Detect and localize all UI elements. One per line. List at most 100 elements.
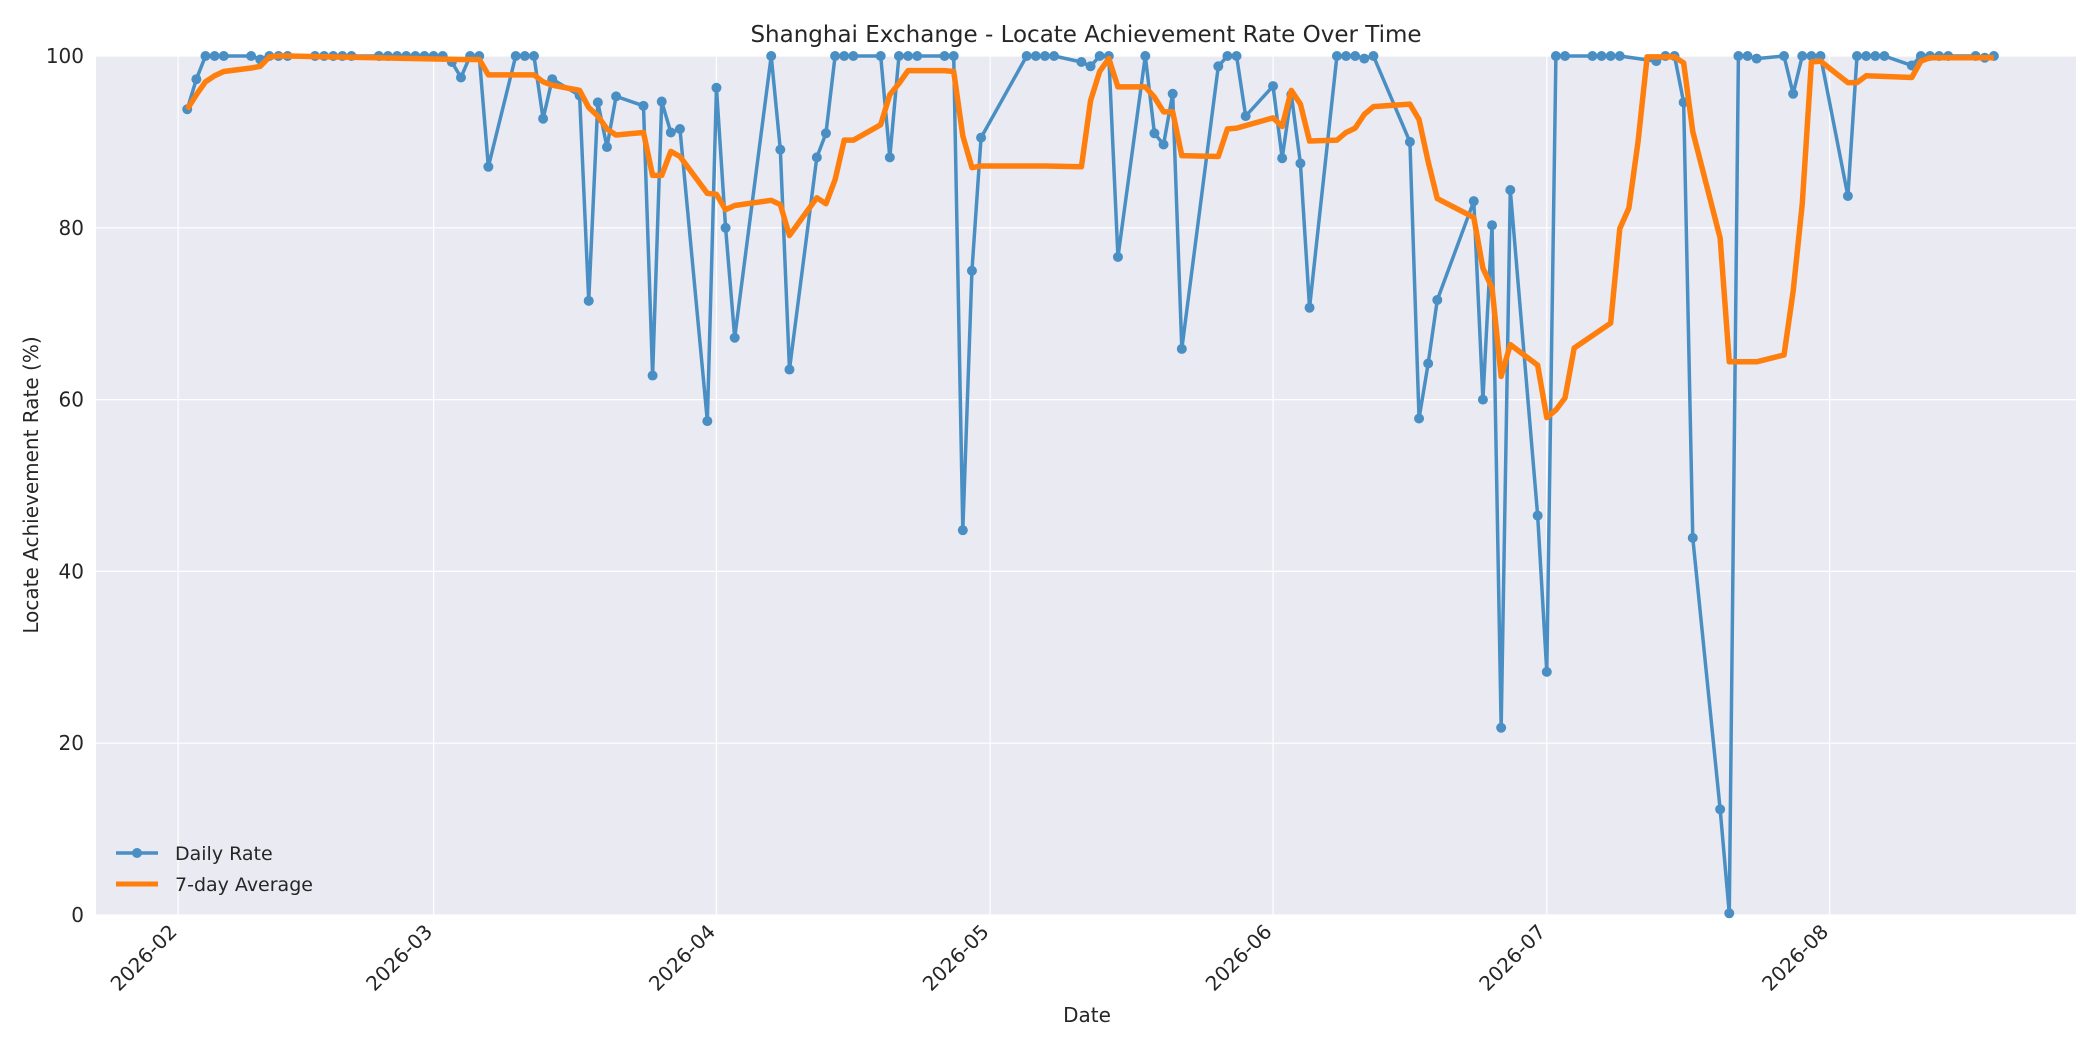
daily-rate-point: [976, 132, 987, 143]
daily-rate-point: [1368, 51, 1379, 61]
daily-rate-point: [939, 51, 950, 61]
daily-rate-point: [656, 96, 667, 107]
x-tick-label: 2026-04: [644, 920, 720, 996]
daily-rate-point: [1550, 51, 1561, 61]
daily-rate-point: [1587, 51, 1598, 61]
daily-rate-point: [957, 525, 968, 536]
daily-rate-point: [1304, 302, 1315, 313]
daily-rate-point: [1687, 532, 1698, 543]
daily-rate-point: [528, 51, 539, 61]
legend: Daily Rate 7-day Average: [116, 843, 313, 896]
daily-rate-point: [1295, 158, 1306, 169]
x-tick-label: 2026-06: [1201, 920, 1277, 996]
x-tick-label: 2026-08: [1757, 920, 1833, 996]
daily-rate-point: [839, 51, 850, 61]
daily-rate-point: [848, 51, 859, 61]
y-tick-label: 80: [59, 216, 84, 240]
daily-rate-point: [1605, 51, 1616, 61]
y-tick-label: 60: [59, 388, 84, 412]
daily-rate-point: [1039, 51, 1050, 61]
daily-rate-point: [674, 124, 685, 135]
daily-rate-point: [1842, 191, 1853, 202]
daily-rate-point: [702, 416, 713, 427]
daily-rate-point: [538, 113, 549, 124]
daily-rate-point: [966, 265, 977, 276]
series-7day-average-line: [184, 53, 1994, 421]
daily-rate-point: [200, 51, 211, 61]
daily-rate-point: [884, 152, 895, 163]
daily-rate-point: [1541, 666, 1552, 677]
daily-rate-point: [1779, 51, 1790, 61]
daily-rate-point: [611, 91, 622, 102]
daily-rate-point: [1112, 252, 1123, 263]
daily-rate-point: [1715, 804, 1726, 815]
daily-rate-point: [1614, 51, 1625, 61]
daily-rate-point: [1341, 51, 1352, 61]
daily-rate-point: [1724, 908, 1735, 919]
daily-rate-point: [1021, 51, 1032, 61]
daily-rate-point: [592, 97, 603, 108]
daily-rate-point: [729, 332, 740, 343]
x-axis-label: Date: [1063, 1003, 1111, 1027]
daily-rate-point: [1423, 358, 1434, 369]
daily-rate-point: [246, 51, 257, 61]
daily-rate-point: [775, 144, 786, 155]
daily-rate-point: [1076, 57, 1087, 68]
daily-rate-point: [1350, 51, 1361, 61]
daily-rate-point: [1560, 51, 1571, 61]
legend-daily-rate-label: Daily Rate: [175, 843, 273, 865]
plot-background: [96, 56, 2076, 915]
daily-rate-point: [583, 295, 594, 306]
daily-rate-point: [1213, 61, 1224, 72]
daily-rate-point: [1496, 722, 1507, 733]
daily-rate-point: [1870, 51, 1881, 61]
daily-rate-point: [1468, 196, 1479, 207]
daily-rate-point: [1852, 51, 1863, 61]
daily-rate-point: [720, 222, 731, 233]
daily-rate-point: [1861, 51, 1872, 61]
daily-rate-point: [830, 51, 841, 61]
daily-rate-point: [1532, 510, 1543, 521]
daily-rate-point: [1158, 139, 1169, 150]
daily-rate-point: [218, 51, 229, 61]
daily-rate-point: [1751, 53, 1762, 64]
daily-rate-point: [1806, 51, 1817, 61]
x-tick-label: 2026-03: [361, 920, 437, 996]
daily-rate-point: [1222, 51, 1233, 61]
daily-rate-point: [1432, 294, 1443, 305]
daily-rate-point: [1797, 51, 1808, 61]
y-axis-ticks: 0 20 40 60 80 100: [46, 44, 84, 927]
daily-rate-point: [1414, 413, 1425, 424]
daily-rate-point: [647, 370, 658, 381]
daily-rate-point: [766, 51, 777, 61]
daily-rate-point: [948, 51, 959, 61]
daily-rate-point: [1094, 51, 1105, 61]
daily-rate-point: [1505, 185, 1516, 195]
x-tick-label: 2026-07: [1474, 920, 1550, 996]
daily-rate-point: [893, 51, 904, 61]
chart-title: Shanghai Exchange - Locate Achievement R…: [750, 22, 1421, 48]
series-layer: [182, 51, 1999, 919]
daily-rate-point: [483, 161, 494, 172]
daily-rate-point: [1049, 51, 1060, 61]
y-axis-label: Locate Achievement Rate (%): [19, 336, 43, 633]
daily-rate-point: [1030, 51, 1041, 61]
daily-rate-point: [510, 51, 521, 61]
legend-7day-average-label: 7-day Average: [175, 874, 313, 896]
daily-rate-point: [1240, 111, 1251, 122]
daily-rate-point: [601, 142, 612, 153]
daily-rate-point: [1331, 51, 1342, 61]
daily-rate-point: [455, 72, 466, 83]
y-tick-label: 100: [46, 44, 84, 68]
daily-rate-point: [1879, 51, 1890, 61]
x-tick-label: 2026-05: [918, 920, 994, 996]
daily-rate-point: [191, 74, 202, 85]
daily-rate-point: [519, 51, 530, 61]
daily-rate-point: [665, 127, 676, 138]
daily-rate-point: [1231, 51, 1242, 61]
y-tick-label: 40: [59, 559, 84, 583]
daily-rate-point: [1149, 128, 1160, 139]
daily-rate-point: [711, 82, 722, 93]
daily-rate-point: [811, 152, 822, 163]
daily-rate-point: [1140, 51, 1151, 61]
